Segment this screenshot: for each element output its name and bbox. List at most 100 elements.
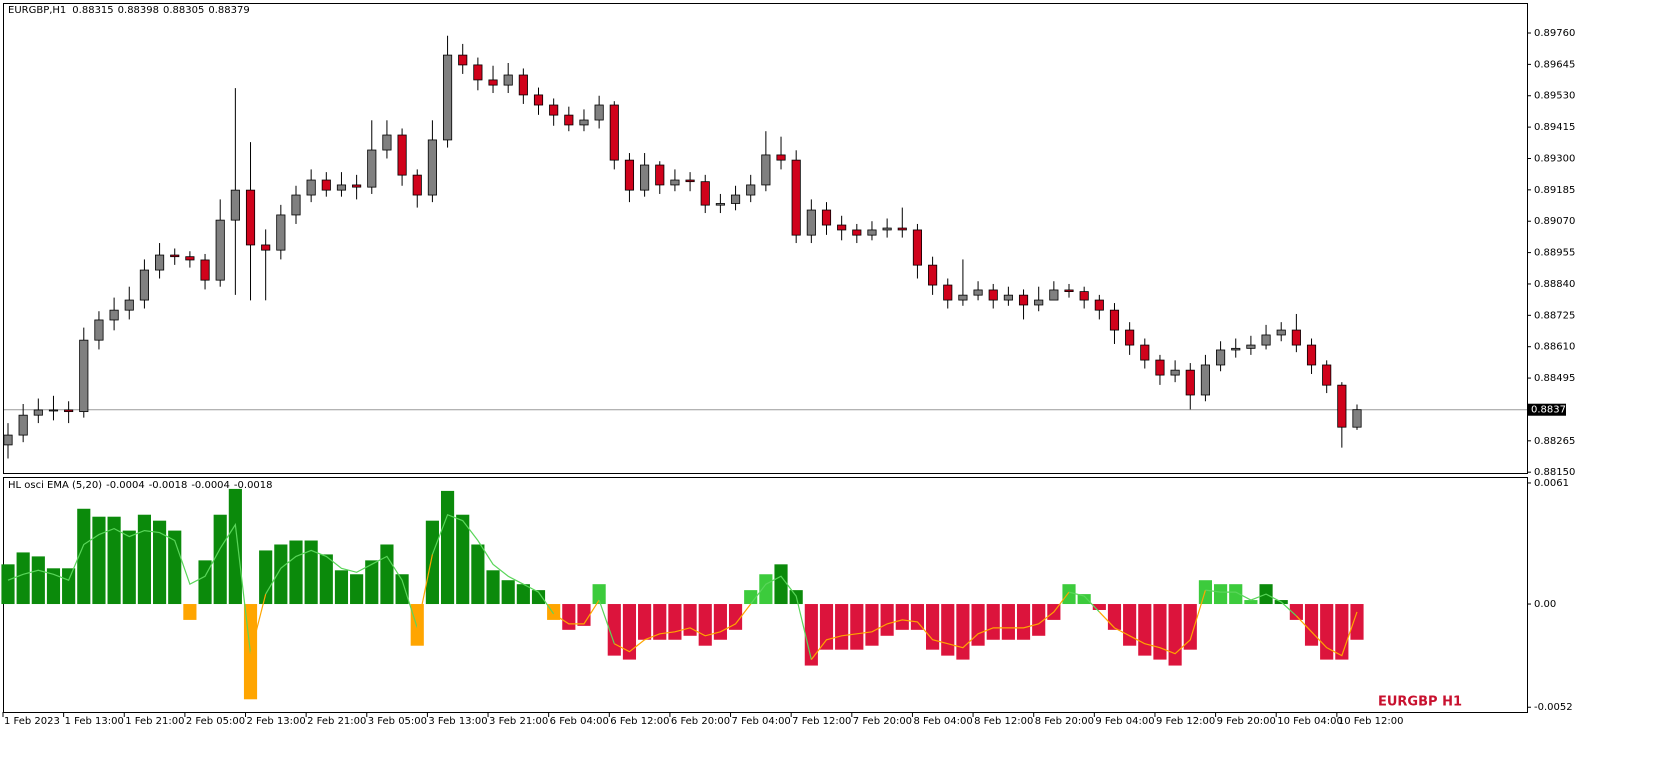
candle-body [761, 154, 771, 186]
x-tick-label: 3 Feb 13:00 [428, 716, 487, 727]
oscillator-bar [622, 604, 637, 660]
oscillator-bar [759, 574, 773, 605]
header-value: 0.88315 [72, 5, 113, 16]
header-value: -0.0004 [106, 480, 145, 491]
oscillator-bar [350, 574, 364, 605]
oscillator-bar [683, 604, 697, 636]
oscillator-bar [956, 604, 970, 660]
oscillator-bar [259, 550, 273, 605]
candle-body [670, 179, 680, 186]
oscillator-bar [1304, 604, 1319, 646]
candle-body [609, 104, 619, 161]
oscillator-bar [1107, 604, 1122, 630]
oscillator-bar [77, 508, 91, 605]
oscillator-bar [1062, 584, 1076, 605]
oscillator-bar [1320, 604, 1334, 660]
candle-body [1261, 334, 1271, 346]
oscillator-bar [410, 604, 424, 646]
oscillator-bar [183, 604, 197, 620]
candle-body [261, 244, 271, 251]
candle-body [1306, 344, 1317, 366]
oscillator-bar [668, 604, 682, 640]
candle-body [1216, 349, 1226, 366]
candle-body [215, 219, 225, 281]
y-tick-label: 0.89415 [1534, 122, 1575, 133]
oscillator-bar [107, 516, 121, 605]
candle-body [1322, 364, 1332, 386]
oscillator-bar [1229, 584, 1243, 605]
oscillator-bar [31, 556, 45, 605]
x-tick-label: 2 Feb 13:00 [247, 716, 306, 727]
candle-body [1140, 344, 1150, 361]
oscillator-bar [865, 604, 879, 646]
oscillator-bar [638, 604, 652, 640]
oscillator-bar [1350, 604, 1364, 640]
candle-body [1231, 347, 1241, 351]
candle-body [412, 174, 422, 196]
oscillator-bar [1032, 604, 1046, 636]
x-tick-label: 9 Feb 12:00 [1156, 716, 1215, 727]
oscillator-bar [698, 604, 712, 646]
candle-body [1018, 294, 1029, 306]
oscillator-bar [1153, 604, 1167, 660]
oscillator-bar [395, 574, 409, 605]
candle-body [912, 229, 923, 266]
candle-body [1109, 309, 1120, 331]
oscillator-bar [713, 604, 727, 640]
candle-body [352, 184, 362, 188]
candle-body [1155, 359, 1165, 376]
candle-body [185, 256, 195, 261]
candle-body [291, 194, 301, 216]
candle-body [1246, 344, 1256, 349]
candle-body [170, 254, 180, 258]
oscillator-bar [941, 604, 955, 656]
candle-body [488, 79, 498, 86]
candle-body [897, 227, 907, 231]
candle-body [1291, 329, 1301, 346]
oscillator-bar [653, 604, 667, 640]
candle-body [245, 189, 256, 246]
oscillator-bar [289, 540, 303, 605]
candle-body [48, 409, 59, 412]
candle-body [533, 94, 544, 106]
chart-header: EURGBP,H1 0.88315 0.88398 0.88305 0.88379 [8, 5, 250, 16]
signal-line [1098, 589, 1207, 655]
y-tick-label: 0.88725 [1534, 310, 1575, 321]
candle-body [458, 54, 468, 66]
candle-body [882, 227, 892, 231]
signal-line [598, 599, 615, 644]
oscillator-bar [456, 514, 470, 605]
x-tick-label: 2 Feb 05:00 [186, 716, 245, 727]
oscillator-bar [62, 568, 76, 605]
x-tick-label: 6 Feb 04:00 [550, 716, 609, 727]
candle-body [837, 224, 847, 231]
signal-line [416, 554, 433, 628]
oscillator-bar [850, 604, 864, 650]
candle-body [776, 154, 786, 161]
oscillator-bar [835, 604, 849, 650]
candle-body [518, 74, 528, 96]
oscillator-bar [592, 584, 606, 605]
y-tick-label: 0.88955 [1534, 248, 1575, 259]
oscillator-bar [380, 544, 394, 605]
candle-body [1079, 291, 1089, 301]
oscillator-bar [1335, 604, 1349, 660]
y-tick-label: 0.89760 [1534, 28, 1575, 39]
header-value: 0.88379 [208, 5, 249, 16]
signal-line [810, 591, 1070, 660]
oscillator-bar [425, 520, 439, 605]
candle-body [973, 289, 983, 296]
oscillator-bar [334, 570, 349, 605]
x-tick-label: 7 Feb 04:00 [732, 716, 791, 727]
candle-body [700, 181, 710, 206]
oscillator-bar [1214, 584, 1228, 605]
oscillator-bar [774, 564, 788, 605]
signal-line [1205, 589, 1297, 617]
candle-body [1200, 364, 1210, 396]
header-value: 0.88398 [118, 5, 159, 16]
oscillator-bar [971, 604, 985, 646]
candle-body [852, 229, 862, 236]
y-tick-label: 0.88840 [1534, 279, 1575, 290]
candle-body [139, 269, 149, 301]
